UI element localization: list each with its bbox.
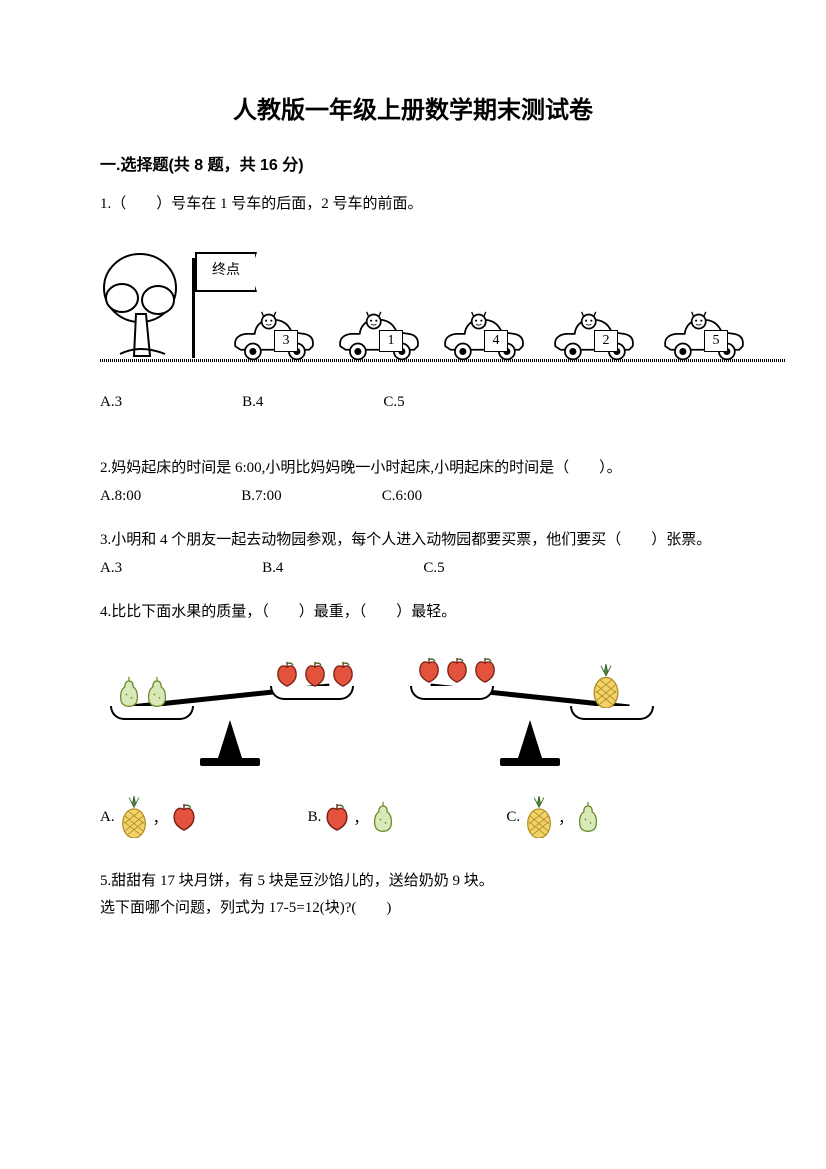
opt-b-label: B. [308,809,322,826]
q4-opt-c: C. ， [506,796,601,838]
q2-text: 2.妈妈起床的时间是 6:00,小明比妈妈晚一小时起床,小明起床的时间是（ ）。 [100,455,726,482]
pear-icon [116,676,142,708]
apple-icon [472,656,498,684]
section-heading: 一.选择题(共 8 题，共 16 分) [100,151,726,175]
opt-b-sep: ， [353,807,368,828]
pineapple-icon [588,664,624,708]
q4-text: 4.比比下面水果的质量，（ ）最重，（ ）最轻。 [100,599,726,626]
q3-opt-a: A.3 [100,560,122,577]
q3-text: 3.小明和 4 个朋友一起去动物园参观，每个人进入动物园都要买票，他们要买（ ）… [100,527,726,554]
opt-c-sep: ， [558,807,573,828]
page-title: 人教版一年级上册数学期末测试卷 [100,90,726,125]
race-car: 3 [230,309,318,364]
apple-icon [416,656,442,684]
balance-left [110,646,350,766]
balance-right [410,646,650,766]
q1-scene: 终点 3 1 4 [100,226,726,376]
q3-opt-c: C.5 [423,560,444,577]
pear-icon [370,801,396,833]
race-car: 5 [660,309,748,364]
q4-balances [110,646,726,766]
pear-icon [575,801,601,833]
q5-line2: 选下面哪个问题，列式为 17-5=12(块)?( ) [100,895,726,922]
q3-options: A.3 B.4 C.5 [100,560,726,577]
race-car: 4 [440,309,528,364]
q2-opt-c: C.6:00 [382,488,422,505]
q1-opt-a: A.3 [100,394,122,411]
q4-options: A. ， B. ， C. ， [100,796,726,838]
pineapple-icon [522,796,556,838]
q5-line1: 5.甜甜有 17 块月饼，有 5 块是豆沙馅儿的，送给奶奶 9 块。 [100,868,726,895]
race-car: 2 [550,309,638,364]
car-number: 1 [379,330,403,352]
q4-opt-b: B. ， [308,801,397,833]
car-number: 4 [484,330,508,352]
q2-opt-a: A.8:00 [100,488,141,505]
opt-a-sep: ， [153,807,168,828]
q1-opt-c: C.5 [383,394,404,411]
car-number: 5 [704,330,728,352]
race-car: 1 [335,309,423,364]
car-number: 3 [274,330,298,352]
apple-icon [170,802,198,832]
tree-icon [100,248,190,358]
q1-options: A.3 B.4 C.5 [100,394,726,411]
car-number: 2 [594,330,618,352]
opt-a-label: A. [100,809,115,826]
flag-label: 终点 [195,252,257,292]
apple-icon [330,660,356,688]
apple-icon [302,660,328,688]
apple-icon [444,656,470,684]
opt-c-label: C. [506,809,520,826]
pineapple-icon [117,796,151,838]
q2-options: A.8:00 B.7:00 C.6:00 [100,488,726,505]
exam-page: 人教版一年级上册数学期末测试卷 一.选择题(共 8 题，共 16 分) 1.（ … [0,0,826,1169]
q1-text: 1.（ ）号车在 1 号车的后面，2 号车的前面。 [100,191,726,218]
q1-opt-b: B.4 [242,394,263,411]
pear-icon [144,676,170,708]
q3-opt-b: B.4 [262,560,283,577]
q2-opt-b: B.7:00 [241,488,281,505]
apple-icon [274,660,300,688]
apple-icon [323,802,351,832]
q4-opt-a: A. ， [100,796,198,838]
